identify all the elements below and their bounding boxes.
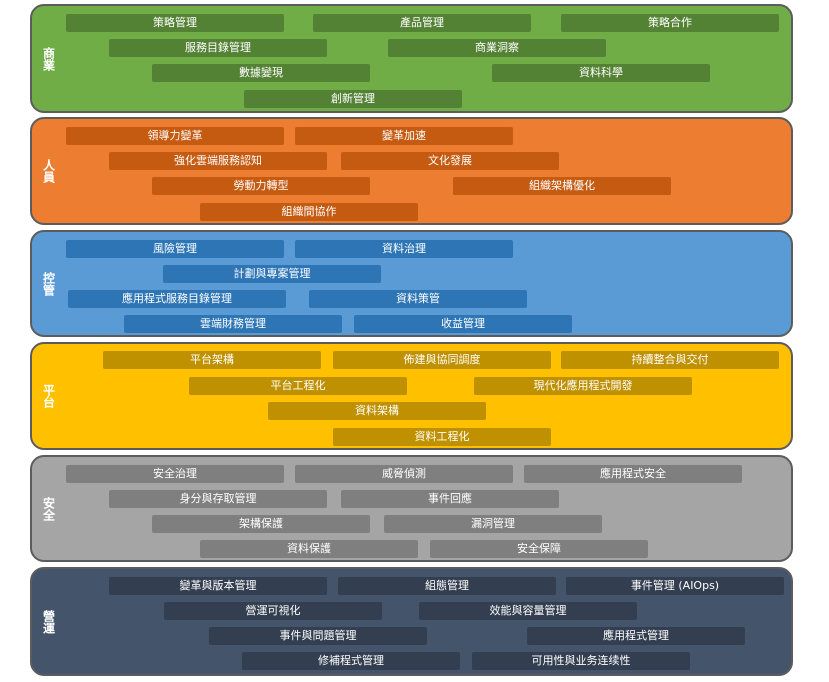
capability-item: 策略管理 bbox=[66, 14, 284, 32]
capability-item: 組態管理 bbox=[338, 577, 556, 595]
capability-item: 服務目錄管理 bbox=[109, 39, 327, 57]
layer-governance: 控管 風險管理 資料治理計劃與專案管理應用程式服務目錄管理 資料策管雲端財務管理 收益管… bbox=[30, 230, 793, 337]
capability-item: 變革與版本管理 bbox=[109, 577, 327, 595]
capability-item: 效能與容量管理 bbox=[419, 602, 637, 620]
capability-item: 修補程式管理 bbox=[242, 652, 460, 670]
capability-item: 應用程式安全 bbox=[524, 465, 742, 483]
capability-item: 平台架構 bbox=[103, 351, 321, 369]
capability-item: 收益管理 bbox=[354, 315, 572, 333]
capability-item: 身分與存取管理 bbox=[109, 490, 327, 508]
capability-item: 事件回應 bbox=[341, 490, 559, 508]
capability-item: 資料策管 bbox=[309, 290, 527, 308]
layer-label: 營運 bbox=[41, 609, 56, 634]
capability-item: 平台工程化 bbox=[189, 377, 407, 395]
capability-item: 事件與問題管理 bbox=[209, 627, 427, 645]
capability-item: 計劃與專案管理 bbox=[163, 265, 381, 283]
capability-item: 資料治理 bbox=[295, 240, 513, 258]
layer-platform: 平台 平台架構 佈建與協同調度 持續整合與交付平台工程化 現代化應用程式開發資料架構資料… bbox=[30, 342, 793, 450]
capability-item: 策略合作 bbox=[561, 14, 779, 32]
capability-item: 雲端財務管理 bbox=[124, 315, 342, 333]
capability-item: 組織間協作 bbox=[200, 203, 418, 221]
layer-people: 人員 領導力變革 變革加速強化雲端服務認知 文化發展勞動力轉型 組織架構優化組織間協作 bbox=[30, 117, 793, 225]
capability-item: 安全治理 bbox=[66, 465, 284, 483]
capability-item: 風險管理 bbox=[66, 240, 284, 258]
capability-item: 資料工程化 bbox=[333, 428, 551, 446]
capability-item: 數據變現 bbox=[152, 64, 370, 82]
capability-item: 現代化應用程式開發 bbox=[474, 377, 692, 395]
capability-item: 領導力變革 bbox=[66, 127, 284, 145]
capability-item: 創新管理 bbox=[244, 90, 462, 108]
layer-business: 商業 策略管理 產品管理 策略合作服務目錄管理 商業洞察 數據變現 資料科學創新管理 bbox=[30, 4, 793, 113]
capability-item: 可用性與业务连续性 bbox=[472, 652, 690, 670]
capability-item: 強化雲端服務認知 bbox=[109, 152, 327, 170]
capability-item: 資料架構 bbox=[268, 402, 486, 420]
capability-item: 組織架構優化 bbox=[453, 177, 671, 195]
capability-item: 勞動力轉型 bbox=[152, 177, 370, 195]
capability-item: 資料科學 bbox=[492, 64, 710, 82]
capability-item: 事件管理 (AIOps) bbox=[566, 577, 784, 595]
capability-item: 應用程式管理 bbox=[527, 627, 745, 645]
capability-item: 佈建與協同調度 bbox=[333, 351, 551, 369]
capability-item: 應用程式服務目錄管理 bbox=[68, 290, 286, 308]
layer-label: 控管 bbox=[41, 271, 56, 296]
capability-item: 資料保護 bbox=[200, 540, 418, 558]
capability-item: 持續整合與交付 bbox=[561, 351, 779, 369]
capability-item: 變革加速 bbox=[295, 127, 513, 145]
capability-item: 營運可視化 bbox=[164, 602, 382, 620]
layer-operations: 營運 變革與版本管理 組態管理 事件管理 (AIOps) 營運可視化 效能與容量管理事件與… bbox=[30, 567, 793, 676]
capability-item: 安全保障 bbox=[430, 540, 648, 558]
layer-label: 安全 bbox=[41, 496, 56, 521]
layer-label: 平台 bbox=[41, 384, 56, 408]
capability-item: 文化發展 bbox=[341, 152, 559, 170]
capability-item: 架構保護 bbox=[152, 515, 370, 533]
capability-item: 產品管理 bbox=[313, 14, 531, 32]
capability-item: 威脅偵測 bbox=[295, 465, 513, 483]
capability-item: 漏洞管理 bbox=[384, 515, 602, 533]
capability-item: 商業洞察 bbox=[388, 39, 606, 57]
layer-label: 人員 bbox=[41, 159, 56, 183]
layer-label: 商業 bbox=[41, 46, 56, 71]
layer-security: 安全 安全治理 威脅偵測 應用程式安全身分與存取管理 事件回應架構保護 漏洞管理資料保護安… bbox=[30, 455, 793, 562]
